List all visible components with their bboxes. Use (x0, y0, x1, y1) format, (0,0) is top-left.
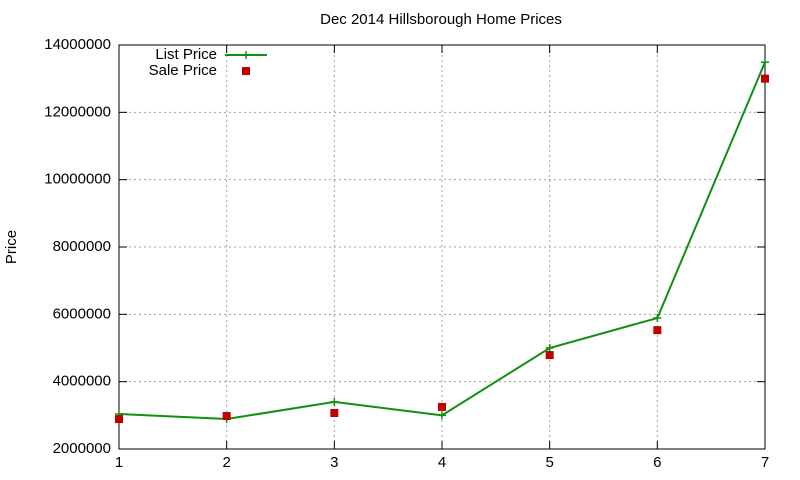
y-tick-label: 10000000 (44, 171, 111, 188)
y-axis-label: Price (3, 230, 20, 264)
data-point (653, 314, 662, 323)
legend-marker (242, 67, 250, 75)
data-point (761, 58, 769, 67)
data-point (438, 402, 446, 411)
x-tick-label: 1 (115, 454, 123, 471)
legend-marker (242, 51, 250, 59)
data-point (222, 412, 231, 421)
y-tick-label: 4000000 (53, 373, 111, 390)
y-tick-label: 12000000 (44, 103, 111, 120)
data-point (438, 411, 446, 420)
x-tick-label: 6 (653, 454, 661, 471)
y-tick-label: 14000000 (44, 36, 111, 53)
x-tick-label: 4 (438, 454, 446, 471)
x-tick-label: 5 (545, 454, 553, 471)
plot-frame (118, 44, 766, 450)
y-tick-label: 2000000 (53, 440, 111, 457)
y-tick-label: 6000000 (53, 305, 111, 322)
legend-label: Sale Price (149, 62, 217, 79)
data-point (330, 397, 339, 406)
x-tick-label: 2 (222, 454, 230, 471)
y-tick-label: 8000000 (53, 238, 111, 255)
data-point (653, 326, 662, 335)
data-point (330, 408, 339, 417)
data-point (115, 415, 123, 424)
data-point (545, 344, 554, 352)
x-tick-label: 7 (761, 454, 769, 471)
data-point (545, 351, 554, 360)
chart-title: Dec 2014 Hillsborough Home Prices (320, 11, 562, 28)
data-point (761, 74, 769, 83)
legend-label: List Price (155, 46, 217, 63)
x-tick-label: 3 (330, 454, 338, 471)
